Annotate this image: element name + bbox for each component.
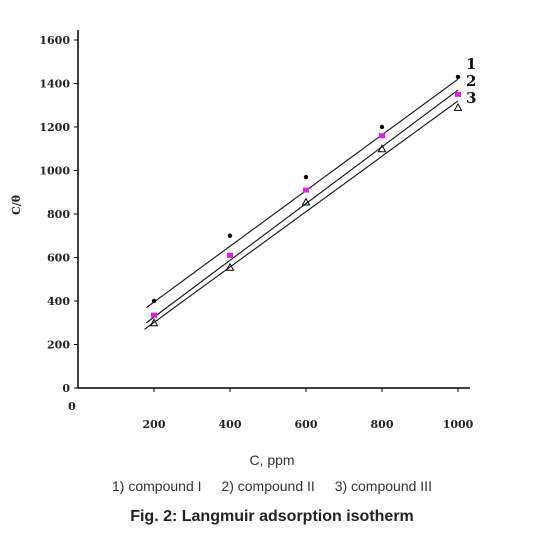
x-tick-label: 400 [219,418,242,431]
point-series-3 [453,102,463,111]
y-tick-label: 1600 [39,34,70,47]
y-tick-label: 1200 [39,121,70,134]
point-series-3 [301,197,311,206]
x-tick-label: 1000 [443,418,474,431]
x-tick-label: 800 [371,418,394,431]
fit-line-1 [146,78,459,308]
curve-label-2: 2 [466,72,476,90]
point-series-1 [455,74,461,80]
legend-item-2: 2) compound II [221,478,315,494]
point-series-3 [225,262,235,271]
point-series-2 [455,91,461,97]
y-tick-label: 600 [47,252,70,265]
y-tick-label: 1400 [39,78,70,91]
fit-line-2 [146,89,459,324]
origin-label: 0 [68,400,76,413]
y-tick-label: 200 [47,339,70,352]
point-series-1 [227,233,233,238]
curve-labels: 123 [466,55,476,107]
x-ticks: 200 400 600 800 1000 [143,388,474,431]
y-tick-label: 800 [47,208,70,221]
point-series-2 [151,312,157,318]
point-series-3 [377,144,387,153]
point-series-1 [379,124,385,130]
data-points [149,74,463,327]
legend-item-1: 1) compound I [112,478,202,494]
point-series-2 [379,133,385,139]
fit-line-3 [144,100,459,330]
figure-caption: Fig. 2: Langmuir adsorption isotherm [130,508,414,525]
x-axis-title: C, ppm [249,452,295,468]
y-tick-label: 1000 [39,165,70,178]
legend-item-3: 3) compound III [334,478,432,494]
y-axis-title: C/θ [10,195,23,215]
fit-lines [144,78,459,330]
x-tick-label: 200 [143,418,166,431]
point-series-1 [303,174,309,180]
y-tick-label: 0 [62,382,70,395]
point-series-1 [151,298,157,304]
curve-label-1: 1 [466,55,476,73]
legend: 1) compound I 2) compound II 3) compound… [0,478,544,494]
point-series-2 [227,252,233,258]
y-tick-label: 400 [47,295,70,308]
point-series-2 [303,187,309,193]
x-tick-label: 600 [295,418,318,431]
point-series-3 [149,318,159,327]
curve-label-3: 3 [466,89,476,107]
y-ticks: 0 200 400 600 800 1000 1200 1400 1600 [39,34,78,395]
